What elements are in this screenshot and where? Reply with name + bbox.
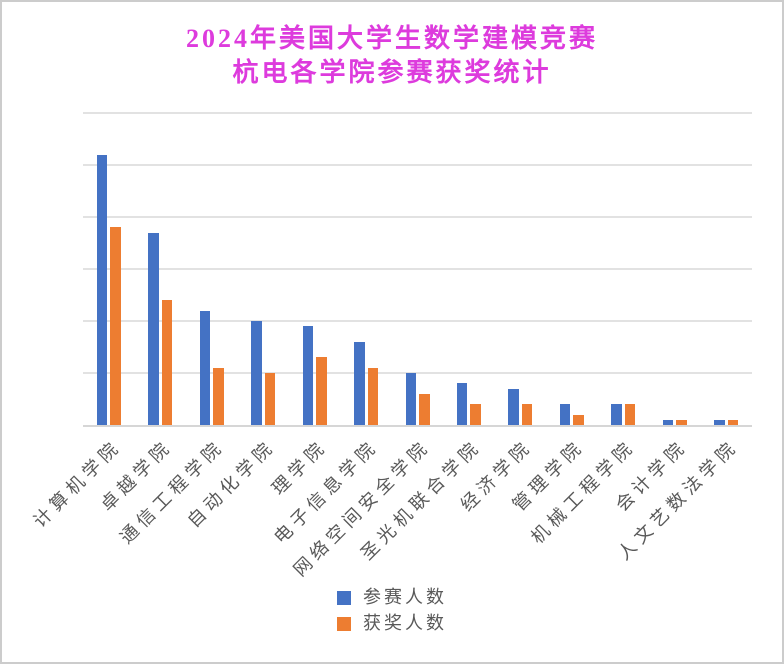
bar-participants-10 [559, 404, 571, 425]
chart-title-line-2: 杭电各学院参赛获奖统计 [232, 58, 552, 87]
bar-winners-7 [419, 393, 430, 425]
bar-winners-12 [676, 419, 687, 425]
legend-label-winners: 获奖人数 [363, 613, 447, 633]
bar-winners-10 [573, 414, 584, 425]
bar-winners-11 [624, 404, 636, 425]
bar-winners-3 [213, 367, 224, 425]
bar-winners-8 [470, 404, 481, 425]
gridline-y-20 [83, 320, 752, 322]
gridline-y-40 [83, 216, 752, 218]
legend-item-winners: 获奖人数 [337, 613, 447, 633]
bar-participants-12 [662, 419, 674, 425]
legend: 参赛人数 获奖人数 [2, 587, 782, 633]
bar-winners-5 [316, 357, 327, 425]
bar-participants-1 [96, 154, 108, 425]
bar-participants-7 [405, 373, 416, 425]
bar-participants-5 [302, 326, 314, 425]
bar-winners-9 [521, 404, 533, 425]
bar-participants-6 [354, 341, 365, 425]
bar-participants-11 [611, 404, 622, 425]
gridline-y-30 [83, 268, 752, 270]
bar-participants-8 [456, 383, 468, 425]
gridline-y-60 [83, 112, 752, 114]
bar-winners-6 [367, 367, 379, 425]
chart-title-line-1: 2024年美国大学生数学建模竞赛 [185, 24, 598, 53]
plot-area [83, 112, 752, 427]
legend-swatch-participants [337, 590, 351, 605]
bar-winners-2 [161, 300, 173, 425]
x-axis-line [83, 425, 752, 427]
bar-participants-2 [148, 232, 159, 425]
gridline-y-50 [83, 164, 752, 166]
legend-swatch-winners [337, 616, 351, 631]
chart-title: 2024年美国大学生数学建模竞赛 杭电各学院参赛获奖统计 [2, 22, 782, 90]
bar-participants-3 [199, 310, 211, 425]
bar-participants-13 [714, 419, 725, 425]
bar-winners-4 [264, 373, 276, 425]
bar-participants-4 [251, 321, 262, 425]
bar-winners-1 [110, 227, 121, 425]
gridline-y-10 [83, 372, 752, 374]
legend-item-participants: 参赛人数 [337, 587, 447, 607]
bar-participants-9 [508, 388, 519, 425]
legend-label-participants: 参赛人数 [363, 587, 447, 607]
bar-winners-13 [727, 419, 739, 425]
